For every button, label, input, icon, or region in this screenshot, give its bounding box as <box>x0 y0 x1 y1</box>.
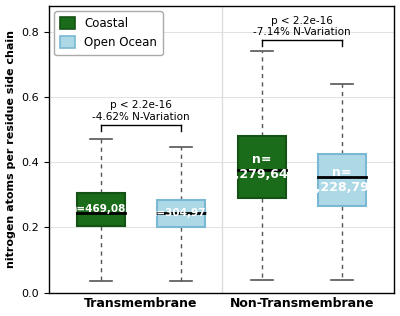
Text: p < 2.2e-16
-7.14% N-Variation: p < 2.2e-16 -7.14% N-Variation <box>253 15 351 37</box>
Legend: Coastal, Open Ocean: Coastal, Open Ocean <box>54 11 163 55</box>
Bar <box>77 193 125 226</box>
Y-axis label: nitrogen atoms per residue side chain: nitrogen atoms per residue side chain <box>6 30 16 268</box>
Bar <box>238 136 286 198</box>
Text: n=469,080: n=469,080 <box>69 204 133 215</box>
Text: p < 2.2e-16
-4.62% N-Variation: p < 2.2e-16 -4.62% N-Variation <box>92 100 190 122</box>
Bar <box>157 200 206 227</box>
Text: n=
9,279,648: n= 9,279,648 <box>227 153 297 181</box>
Text: n=304,978: n=304,978 <box>150 209 213 218</box>
Bar <box>318 154 366 206</box>
Text: n=
5,228,798: n= 5,228,798 <box>307 166 377 194</box>
